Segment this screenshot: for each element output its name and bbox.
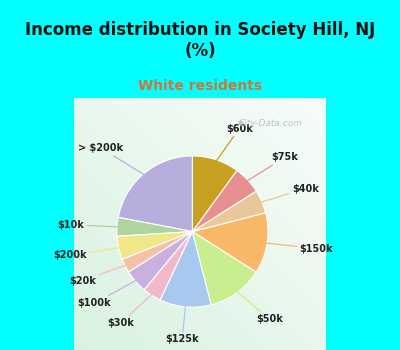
Text: $75k: $75k	[245, 152, 298, 182]
Text: White residents: White residents	[138, 79, 262, 93]
Text: ●: ●	[237, 120, 243, 126]
Text: $100k: $100k	[78, 279, 138, 308]
Wedge shape	[117, 217, 192, 236]
Text: $40k: $40k	[258, 183, 319, 203]
Text: $60k: $60k	[215, 124, 253, 163]
Wedge shape	[192, 232, 256, 305]
Wedge shape	[192, 156, 237, 232]
Wedge shape	[129, 232, 192, 290]
Text: $50k: $50k	[235, 290, 283, 324]
Wedge shape	[192, 170, 256, 232]
Text: $150k: $150k	[263, 243, 333, 253]
Text: $10k: $10k	[58, 220, 121, 230]
Text: $30k: $30k	[108, 292, 154, 328]
Wedge shape	[192, 213, 268, 272]
Wedge shape	[192, 191, 266, 232]
Text: $20k: $20k	[69, 264, 128, 286]
Wedge shape	[118, 156, 192, 232]
Text: > $200k: > $200k	[78, 143, 147, 176]
Wedge shape	[122, 232, 192, 272]
Text: $125k: $125k	[166, 303, 199, 344]
Wedge shape	[144, 232, 192, 300]
Text: Income distribution in Society Hill, NJ
(%): Income distribution in Society Hill, NJ …	[25, 21, 375, 60]
Wedge shape	[117, 232, 192, 259]
Text: $200k: $200k	[53, 247, 122, 260]
Text: City-Data.com: City-Data.com	[238, 119, 302, 128]
Wedge shape	[160, 232, 211, 307]
